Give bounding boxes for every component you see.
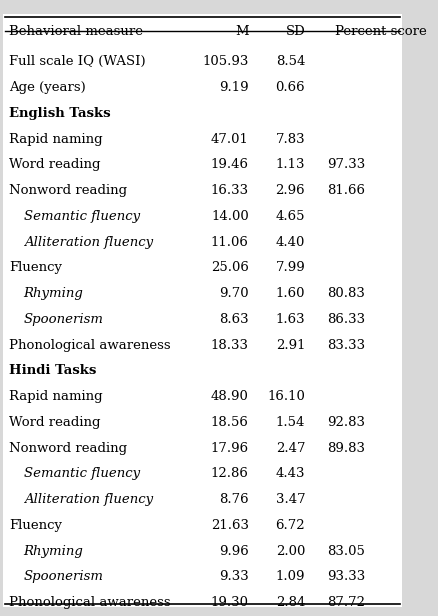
Text: 97.33: 97.33 (326, 158, 365, 171)
Text: Word reading: Word reading (9, 158, 101, 171)
Text: 19.30: 19.30 (210, 596, 248, 609)
Text: 2.91: 2.91 (275, 339, 304, 352)
Text: 9.96: 9.96 (219, 545, 248, 557)
Text: 4.43: 4.43 (275, 468, 304, 480)
Text: 16.10: 16.10 (267, 390, 304, 403)
Text: 18.56: 18.56 (210, 416, 248, 429)
Text: 80.83: 80.83 (327, 287, 365, 300)
Text: 2.00: 2.00 (275, 545, 304, 557)
Text: 2.47: 2.47 (275, 442, 304, 455)
Text: Rhyming: Rhyming (24, 287, 83, 300)
Text: Fluency: Fluency (9, 261, 62, 274)
Text: Hindi Tasks: Hindi Tasks (9, 365, 97, 378)
Text: Semantic fluency: Semantic fluency (24, 468, 139, 480)
Text: 47.01: 47.01 (210, 132, 248, 145)
Text: Rapid naming: Rapid naming (9, 132, 103, 145)
FancyBboxPatch shape (4, 14, 401, 607)
Text: 9.19: 9.19 (219, 81, 248, 94)
Text: Alliteration fluency: Alliteration fluency (24, 236, 152, 249)
Text: 9.70: 9.70 (219, 287, 248, 300)
Text: 1.60: 1.60 (275, 287, 304, 300)
Text: Word reading: Word reading (9, 416, 101, 429)
Text: 2.84: 2.84 (275, 596, 304, 609)
Text: 9.33: 9.33 (219, 570, 248, 583)
Text: Spoonerism: Spoonerism (24, 313, 103, 326)
Text: 4.65: 4.65 (275, 210, 304, 223)
Text: 8.76: 8.76 (219, 493, 248, 506)
Text: 1.63: 1.63 (275, 313, 304, 326)
Text: 14.00: 14.00 (211, 210, 248, 223)
Text: Fluency: Fluency (9, 519, 62, 532)
Text: 1.54: 1.54 (275, 416, 304, 429)
Text: 17.96: 17.96 (210, 442, 248, 455)
Text: Nonword reading: Nonword reading (9, 442, 127, 455)
Text: 2.96: 2.96 (275, 184, 304, 197)
Text: 93.33: 93.33 (326, 570, 365, 583)
Text: Semantic fluency: Semantic fluency (24, 210, 139, 223)
Text: Alliteration fluency: Alliteration fluency (24, 493, 152, 506)
Text: SD: SD (285, 25, 304, 38)
Text: 7.83: 7.83 (275, 132, 304, 145)
Text: 8.54: 8.54 (275, 55, 304, 68)
Text: Percent score: Percent score (335, 25, 426, 38)
Text: English Tasks: English Tasks (9, 107, 111, 120)
Text: 16.33: 16.33 (210, 184, 248, 197)
Text: Phonological awareness: Phonological awareness (9, 596, 171, 609)
Text: 18.33: 18.33 (210, 339, 248, 352)
Text: 1.09: 1.09 (275, 570, 304, 583)
Text: Nonword reading: Nonword reading (9, 184, 127, 197)
Text: 4.40: 4.40 (275, 236, 304, 249)
Text: 25.06: 25.06 (210, 261, 248, 274)
Text: M: M (235, 25, 248, 38)
Text: 21.63: 21.63 (210, 519, 248, 532)
Text: Age (years): Age (years) (9, 81, 86, 94)
Text: 105.93: 105.93 (202, 55, 248, 68)
Text: 48.90: 48.90 (210, 390, 248, 403)
Text: 12.86: 12.86 (210, 468, 248, 480)
Text: 3.47: 3.47 (275, 493, 304, 506)
Text: 81.66: 81.66 (327, 184, 365, 197)
Text: Behavioral measure: Behavioral measure (9, 25, 143, 38)
Text: 89.83: 89.83 (327, 442, 365, 455)
Text: 19.46: 19.46 (210, 158, 248, 171)
Text: 6.72: 6.72 (275, 519, 304, 532)
Text: Rapid naming: Rapid naming (9, 390, 103, 403)
Text: Full scale IQ (WASI): Full scale IQ (WASI) (9, 55, 146, 68)
Text: 7.99: 7.99 (275, 261, 304, 274)
Text: 0.66: 0.66 (275, 81, 304, 94)
Text: Rhyming: Rhyming (24, 545, 83, 557)
Text: Phonological awareness: Phonological awareness (9, 339, 171, 352)
Text: Spoonerism: Spoonerism (24, 570, 103, 583)
Text: 86.33: 86.33 (327, 313, 365, 326)
Text: 83.33: 83.33 (327, 339, 365, 352)
Text: 1.13: 1.13 (275, 158, 304, 171)
Text: 8.63: 8.63 (219, 313, 248, 326)
Text: 11.06: 11.06 (210, 236, 248, 249)
Text: 92.83: 92.83 (327, 416, 365, 429)
Text: 87.72: 87.72 (327, 596, 365, 609)
Text: 83.05: 83.05 (327, 545, 365, 557)
